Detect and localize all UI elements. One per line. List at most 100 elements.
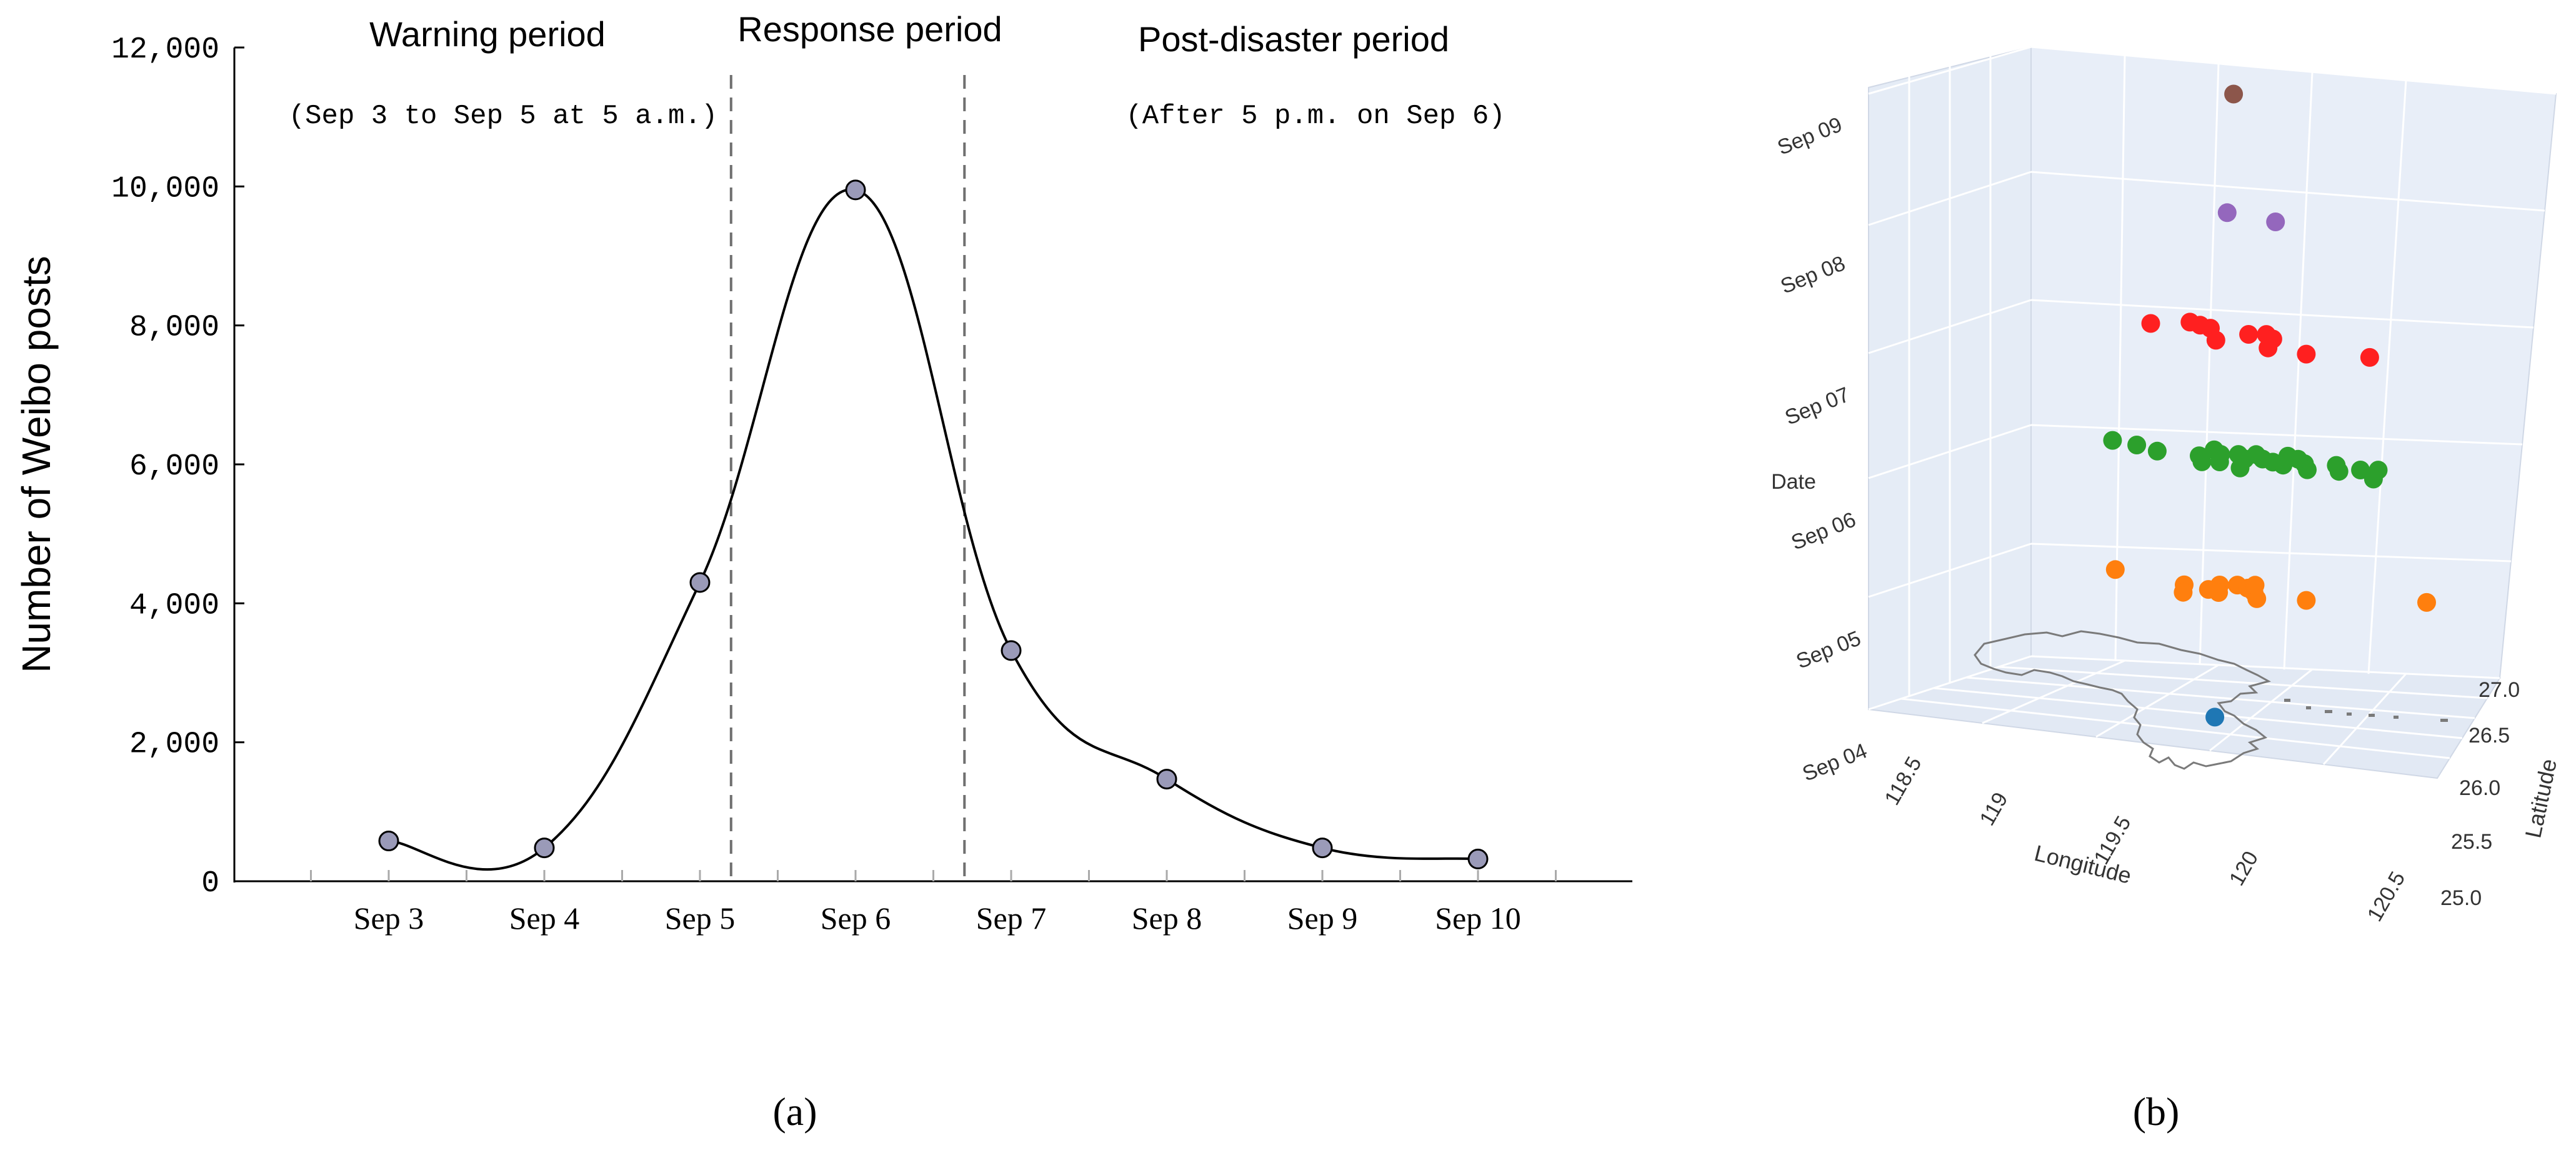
grid-line (2095, 664, 2219, 738)
grid-line (2322, 672, 2407, 766)
scatter-point (2217, 203, 2237, 222)
y-tick-label: 10,000 (111, 172, 219, 206)
grid-line (2367, 80, 2407, 674)
coastal-islands (2284, 699, 2448, 722)
scatter-point (2360, 348, 2379, 367)
x-tick-label: Sep 10 (1435, 901, 1521, 936)
grid-line (2030, 655, 2500, 679)
grid-line (1900, 698, 2450, 759)
scatter-point (2297, 591, 2316, 610)
y-tick-label: 6,000 (129, 450, 219, 484)
y-axis-label: Latitude (2520, 756, 2562, 840)
scatter-point (2297, 344, 2316, 364)
x-axis-ticks: 118.5 119 119.5 120 120.5 (1880, 752, 2410, 926)
line-chart-panel: 0 2,000 4,000 6,000 8,000 10,000 12,000 Sep 3 S… (14, 9, 1632, 1134)
scatter-point (2417, 592, 2436, 612)
period-title-post-disaster: Post-disaster period (1138, 19, 1449, 59)
data-point (1001, 640, 1022, 661)
x-tick-label-118-5: 118.5 (1880, 752, 1926, 809)
y-tick-label: 0 (201, 867, 219, 901)
grid-line (2030, 542, 2512, 562)
data-point (1467, 848, 1489, 869)
x-tick-label: Sep 9 (1287, 901, 1358, 936)
data-point (1156, 769, 1177, 790)
scatter-point (2364, 469, 2383, 489)
grid-line (1933, 687, 2463, 739)
x-tick-label: Sep 4 (509, 901, 580, 936)
scatter-point (2147, 441, 2167, 461)
scatter-point (2205, 708, 2225, 727)
scatter-point (2239, 325, 2259, 344)
data-point (534, 838, 555, 859)
period-subtitle-warning: (Sep 3 to Sep 5 at 5 a.m.) (289, 101, 718, 132)
scatter-point (2174, 582, 2193, 602)
grid-line (2114, 55, 2126, 661)
grid-line (2030, 171, 2545, 212)
scatter-point (2103, 431, 2122, 450)
grid-line (2030, 424, 2523, 446)
3d-scatter-panel: Sep 09 Sep 08 Sep 07 Sep 06 Sep 05 Sep 0… (1771, 46, 2562, 1134)
scatter-point (2199, 580, 2218, 599)
scatter-point (2192, 452, 2212, 471)
x-tick-label: Sep 6 (821, 901, 891, 936)
y-tick-label-27-0: 27.0 (2479, 678, 2520, 702)
axes (233, 48, 1632, 882)
data-point (845, 179, 866, 201)
period-subtitle-post-disaster: (After 5 p.m. on Sep 6) (1126, 101, 1505, 132)
scatter-point (2105, 560, 2125, 579)
y-axis-label: Number of Weibo posts (14, 256, 59, 673)
scatter-point (2235, 449, 2255, 469)
data-point (1312, 838, 1333, 859)
scatter-point (2206, 331, 2225, 350)
period-title-warning: Warning period (369, 14, 606, 54)
grid-line (2199, 63, 2220, 666)
data-point (378, 831, 399, 852)
x-tick-label: Sep 8 (1132, 901, 1202, 936)
scatter-point (2259, 338, 2278, 358)
scatter-point (2245, 576, 2265, 595)
x-tick-label-120-5: 120.5 (2363, 868, 2410, 926)
y-tick-label-25-0: 25.0 (2440, 886, 2482, 910)
panel-label-a: (a) (772, 1089, 817, 1134)
x-tick-label: Sep 3 (354, 901, 424, 936)
z-tick-label-sep07: Sep 07 (1782, 382, 1853, 430)
y-tick-label: 12,000 (111, 33, 219, 67)
grid-line (1965, 676, 2475, 719)
y-tick-label-26-0: 26.0 (2459, 776, 2500, 800)
y-tick-label: 2,000 (129, 728, 219, 762)
z-tick-label-sep09: Sep 09 (1774, 112, 1845, 160)
scatter-point (2327, 456, 2346, 475)
z-tick-label-sep04: Sep 04 (1799, 739, 1870, 786)
grid-line (2030, 46, 2557, 95)
scatter-point (2180, 312, 2200, 332)
z-tick-label-sep05: Sep 05 (1793, 626, 1864, 674)
grid-line (2209, 668, 2313, 752)
z-tick-label-sep06: Sep 06 (1788, 508, 1859, 555)
period-title-response: Response period (737, 9, 1002, 49)
coastline-fujian (1974, 630, 2271, 770)
y-tick-label: 4,000 (129, 589, 219, 622)
grid-lines (1868, 46, 2557, 766)
x-tick-label: Sep 7 (976, 901, 1047, 936)
y-tick-label-25-5: 25.5 (2451, 830, 2492, 854)
data-point (689, 572, 711, 593)
z-axis-label: Date (1771, 470, 1816, 494)
x-tick-label: Sep 5 (665, 901, 736, 936)
scatter-point (2224, 84, 2244, 104)
panel-label-b: (b) (2133, 1089, 2180, 1134)
grid-line (1998, 666, 2488, 699)
scatter-points (2103, 84, 2436, 727)
pane-back (2030, 46, 2557, 679)
y-tick-label: 8,000 (129, 311, 219, 345)
y-axis-ticks: 25.0 25.5 26.0 26.5 27.0 (2440, 678, 2520, 910)
series-line (388, 188, 1479, 871)
scatter-point (2127, 436, 2147, 454)
z-tick-label-sep08: Sep 08 (1777, 251, 1849, 299)
z-axis-ticks: Sep 09 Sep 08 Sep 07 Sep 06 Sep 05 Sep 0… (1774, 112, 1870, 786)
x-tick-label-120: 120 (2225, 847, 2263, 889)
grid-line (2283, 71, 2314, 670)
grid-line (1982, 659, 2125, 724)
scatter-point (2210, 452, 2229, 471)
scatter-point (2141, 314, 2160, 333)
